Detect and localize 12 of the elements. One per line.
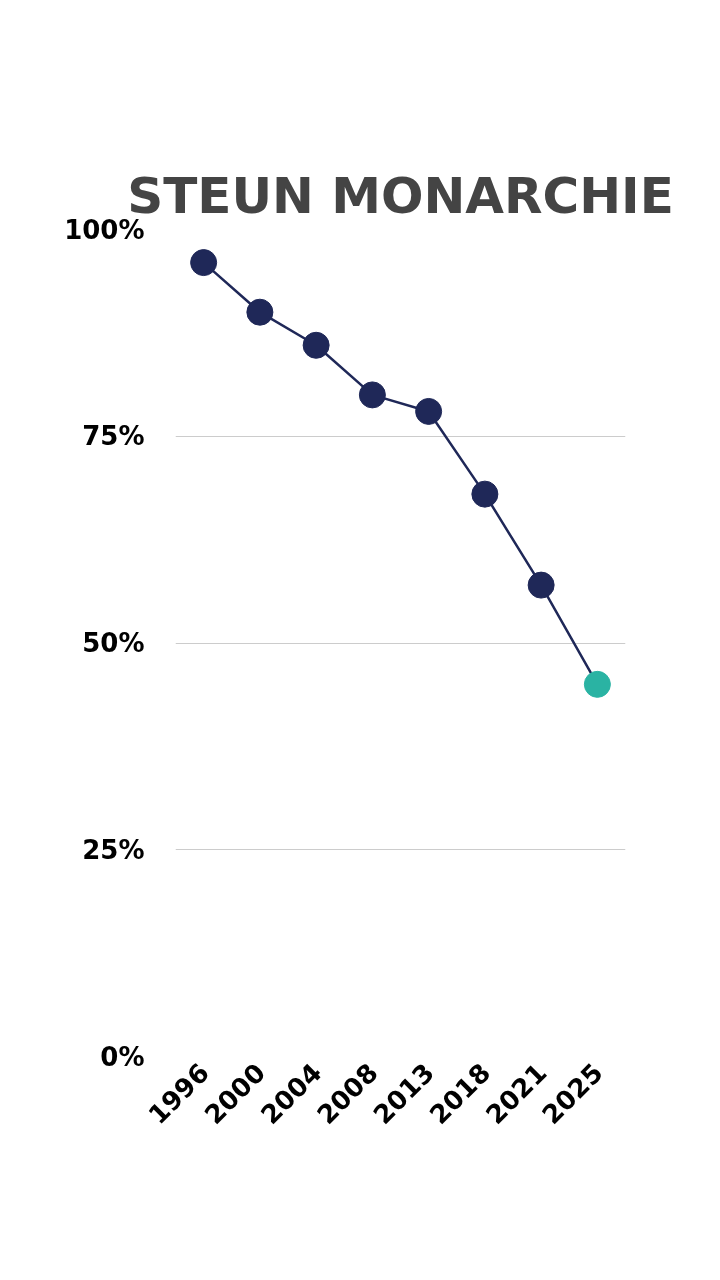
y-tick-label: 50% xyxy=(82,628,145,658)
y-tick-label: 0% xyxy=(100,1041,145,1072)
y-tick-label: 25% xyxy=(82,834,145,865)
point xyxy=(190,249,218,277)
point xyxy=(471,480,499,508)
point xyxy=(527,571,555,599)
point xyxy=(302,331,330,359)
point xyxy=(246,298,274,326)
point xyxy=(583,670,611,698)
y-tick-label: 75% xyxy=(82,421,145,452)
point xyxy=(358,381,386,409)
point xyxy=(415,397,443,425)
